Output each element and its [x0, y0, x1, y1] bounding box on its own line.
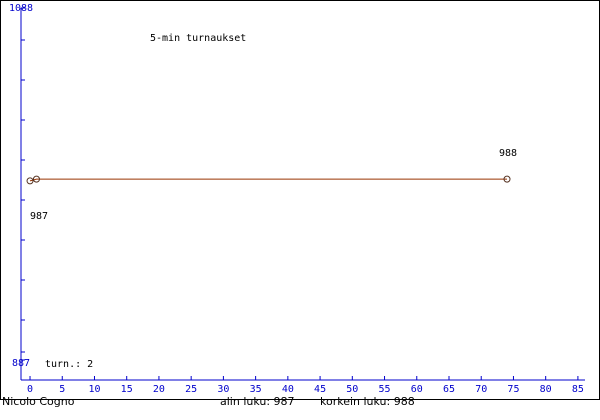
min-label: alin luku: 987	[220, 395, 295, 408]
x-tick-label: 55	[379, 384, 391, 395]
point	[32, 175, 40, 183]
x-tick-label: 80	[540, 384, 552, 395]
x-tick-label: 60	[411, 384, 423, 395]
x-tick-label: 50	[346, 384, 358, 395]
y-tick-label: 887	[12, 358, 30, 369]
x-tick-label: 40	[282, 384, 294, 395]
chart-title: 5-min turnaukset	[150, 33, 246, 44]
x-tick-label: 25	[185, 384, 197, 395]
author: Nicolo Cogno	[2, 395, 75, 408]
x-tick-label: 20	[153, 384, 165, 395]
x-tick-label: 75	[507, 384, 519, 395]
value-label: 987	[30, 211, 48, 222]
point	[503, 175, 511, 183]
x-tick-label: 70	[475, 384, 487, 395]
x-tick-label: 85	[572, 384, 584, 395]
point	[26, 177, 34, 185]
y-tick-label: 1088	[9, 3, 33, 14]
annotation: turn.: 2	[45, 359, 93, 370]
x-tick-label: 65	[443, 384, 455, 395]
frame	[0, 0, 600, 400]
x-tick-label: 30	[217, 384, 229, 395]
x-tick-label: 5	[59, 384, 65, 395]
value-label: 988	[499, 148, 517, 159]
x-tick-label: 45	[314, 384, 326, 395]
x-tick-label: 15	[121, 384, 133, 395]
x-tick-label: 10	[88, 384, 100, 395]
x-tick-label: 0	[27, 384, 33, 395]
series-line	[29, 178, 508, 182]
x-tick-label: 35	[250, 384, 262, 395]
max-label: korkein luku: 988	[320, 395, 415, 408]
